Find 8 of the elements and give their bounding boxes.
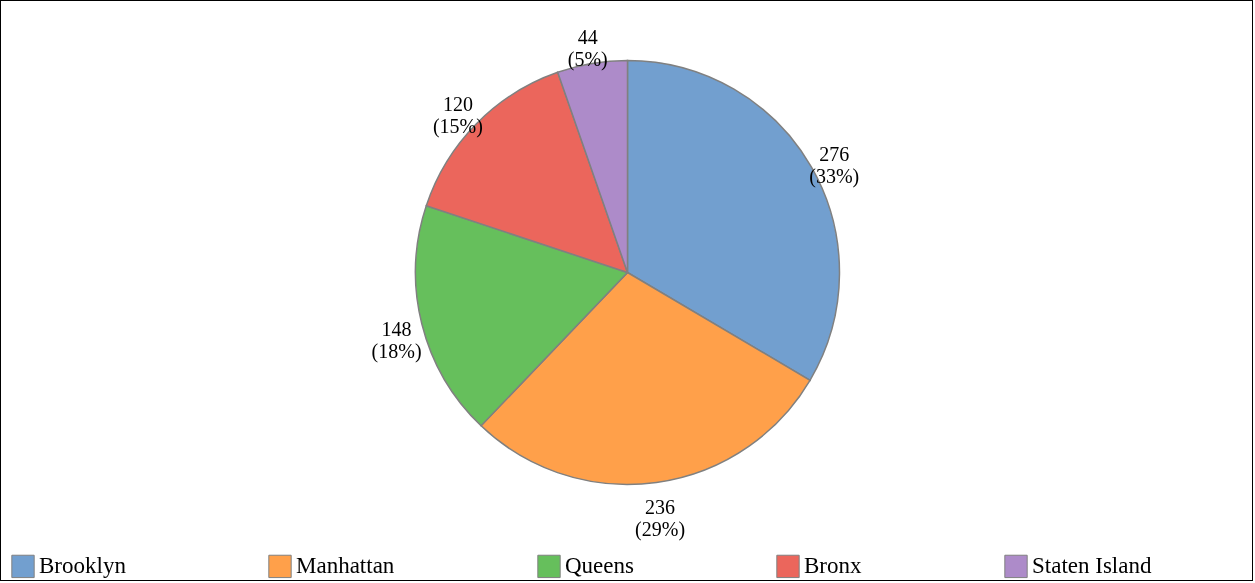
data-label: 236 (29%) — [635, 496, 686, 542]
data-label: 148 (18%) — [371, 318, 422, 363]
legend-label: Brooklyn — [39, 553, 127, 579]
legend-label: Queens — [565, 553, 635, 579]
legend-label: Bronx — [804, 553, 862, 579]
legend-label: Manhattan — [296, 553, 395, 579]
legend-label: Staten Island — [1032, 553, 1152, 579]
data-label: 44 (5%) — [567, 25, 608, 71]
